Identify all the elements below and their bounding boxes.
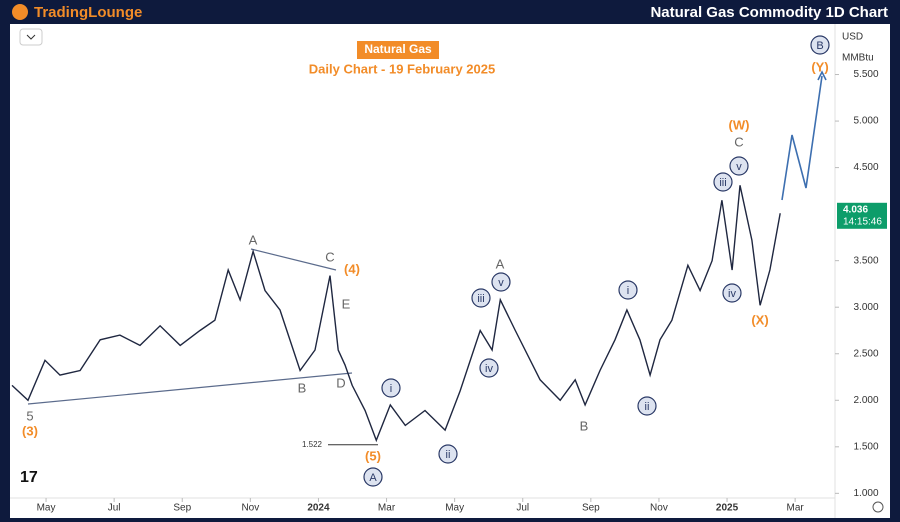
wave-label: ii	[645, 401, 650, 413]
x-tick-label: Jul	[516, 503, 529, 514]
wave-label: (4)	[344, 261, 360, 276]
x-tick-label: Sep	[582, 503, 600, 514]
y-tick-label: 3.000	[853, 302, 878, 313]
y-tick-label: 2.000	[853, 395, 878, 406]
x-tick-label: May	[37, 503, 56, 514]
wave-circle	[438, 444, 458, 464]
x-tick-label: May	[445, 503, 464, 514]
wave-label: 5	[26, 408, 33, 423]
x-tick-label: Sep	[173, 503, 191, 514]
wave-label: A	[496, 256, 505, 271]
tv-logo: 17	[20, 469, 38, 486]
wave-label: iv	[728, 288, 736, 300]
wave-label: (Y)	[811, 59, 828, 74]
projection-arrow	[817, 70, 827, 81]
x-tick-label: 2025	[716, 503, 739, 514]
wave-circle	[618, 280, 638, 300]
brand: TradingLounge	[34, 4, 142, 21]
wave-label: ii	[446, 449, 451, 461]
wave-circle	[713, 172, 733, 192]
x-tick-label: Mar	[378, 503, 396, 514]
countdown: 14:15:46	[843, 216, 882, 227]
currency: USD	[842, 32, 863, 43]
page-title: Natural Gas Commodity 1D Chart	[650, 4, 888, 21]
wave-circle	[637, 396, 657, 416]
wave-label: (X)	[751, 312, 768, 327]
wave-label: (3)	[22, 423, 38, 438]
y-tick-label: 5.000	[853, 116, 878, 127]
y-tick-label: 5.500	[853, 69, 878, 80]
price-line	[11, 185, 781, 443]
y-tick-label: 1.000	[853, 488, 878, 499]
wave-circle	[491, 272, 511, 292]
wave-label: iv	[485, 363, 493, 375]
wave-label: A	[369, 472, 377, 484]
wave-label: A	[249, 232, 258, 247]
low-marker-label: 1.522	[302, 440, 323, 449]
wave-circle	[479, 358, 499, 378]
last-price: 4.036	[843, 204, 868, 215]
logo-icon	[12, 4, 28, 20]
trendline	[250, 248, 337, 271]
y-tick-label: 2.500	[853, 348, 878, 359]
dropdown-button[interactable]	[19, 28, 43, 46]
chart-area	[10, 24, 890, 518]
wave-circle	[381, 378, 401, 398]
trendline	[27, 372, 353, 405]
wave-circle	[363, 467, 383, 487]
x-tick-label: Mar	[787, 503, 805, 514]
chart-subtitle: Daily Chart - 19 February 2025	[309, 61, 495, 76]
x-tick-label: Nov	[650, 503, 668, 514]
wave-label: iii	[477, 293, 484, 305]
wave-label: B	[298, 380, 307, 395]
wave-circle	[471, 288, 491, 308]
y-tick-label: 3.500	[853, 255, 878, 266]
wave-label: B	[816, 40, 823, 52]
wave-label: i	[627, 285, 629, 297]
projection	[781, 75, 823, 201]
x-tick-label: 2024	[307, 503, 330, 514]
wave-circle	[729, 156, 749, 176]
dropdown-icon	[26, 34, 36, 40]
unit: MMBtu	[842, 53, 874, 64]
wave-label: C	[325, 249, 334, 264]
wave-circle	[810, 35, 830, 55]
wave-label: E	[342, 296, 351, 311]
x-tick-label: Nov	[241, 503, 259, 514]
chart-title-box	[357, 41, 439, 59]
wave-label: B	[580, 418, 589, 433]
wave-label: D	[336, 375, 345, 390]
wave-label: iii	[719, 177, 726, 189]
y-tick-label: 1.500	[853, 441, 878, 452]
y-tick-label: 4.500	[853, 162, 878, 173]
chart-title: Natural Gas	[364, 42, 432, 56]
wave-circle	[722, 283, 742, 303]
wave-label: (W)	[729, 117, 750, 132]
last-price-box	[837, 202, 887, 229]
wave-label: i	[390, 383, 392, 395]
wave-label: v	[736, 161, 742, 173]
wave-label: v	[498, 277, 504, 289]
x-tick-label: Jul	[108, 503, 121, 514]
wave-label: C	[734, 134, 743, 149]
wave-label: (5)	[365, 448, 381, 463]
settings-icon[interactable]	[872, 501, 884, 513]
